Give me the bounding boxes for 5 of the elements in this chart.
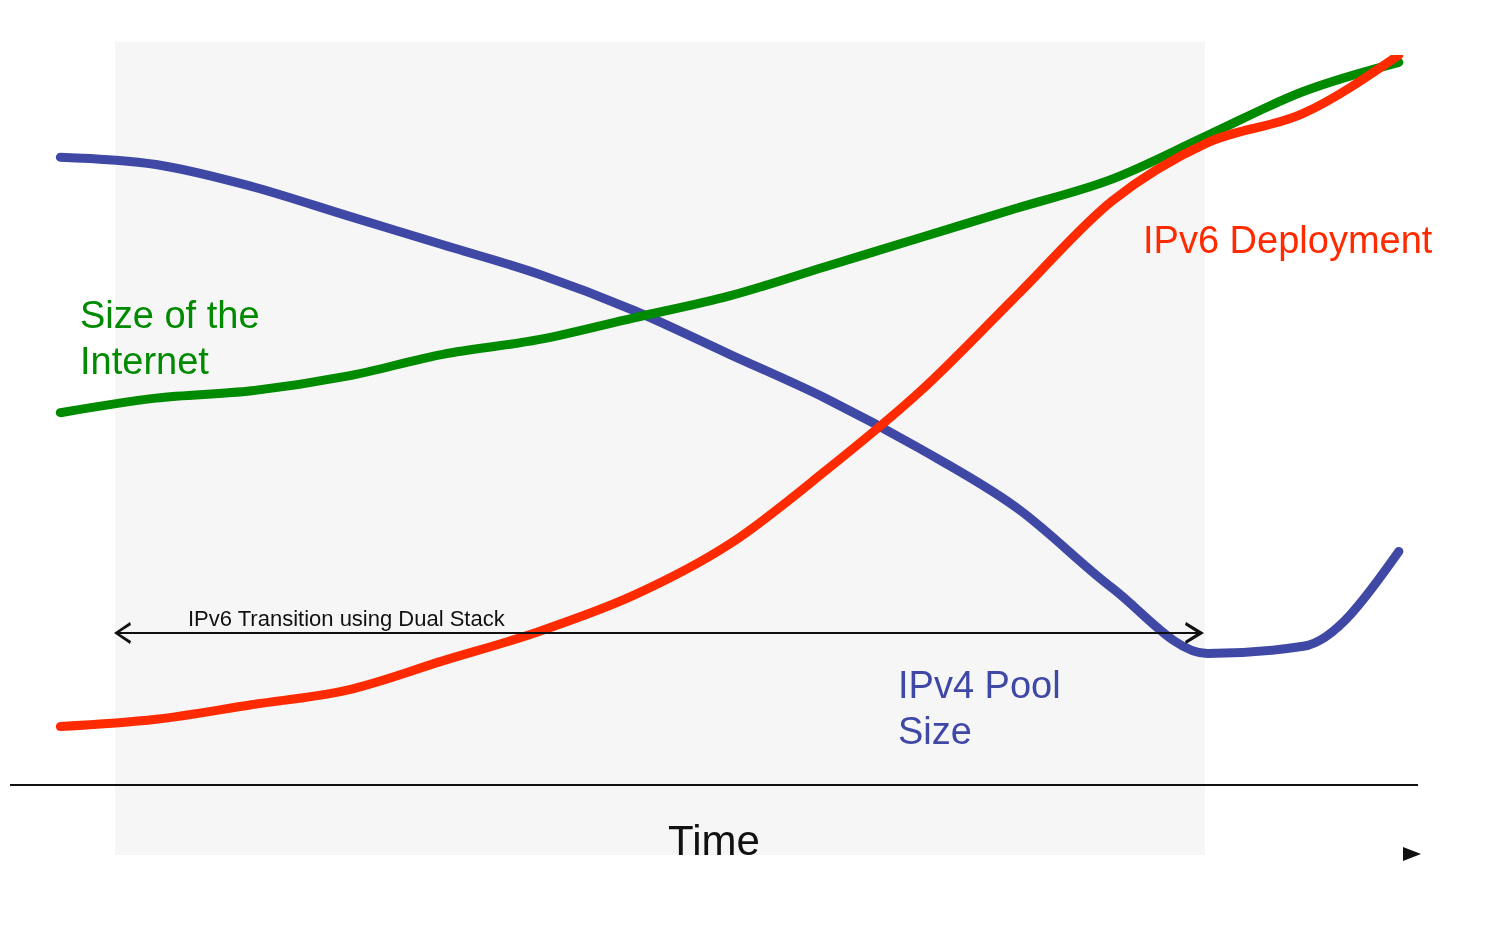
text: IPv4 Pool Size — [898, 663, 1062, 754]
series-label: IPv6 Deployment — [1143, 218, 1434, 263]
series-label: Size of the Internet — [80, 293, 261, 384]
x-axis-title: Time — [668, 817, 760, 864]
annotation: IPv6 Transition using Dual Stack — [188, 606, 505, 632]
